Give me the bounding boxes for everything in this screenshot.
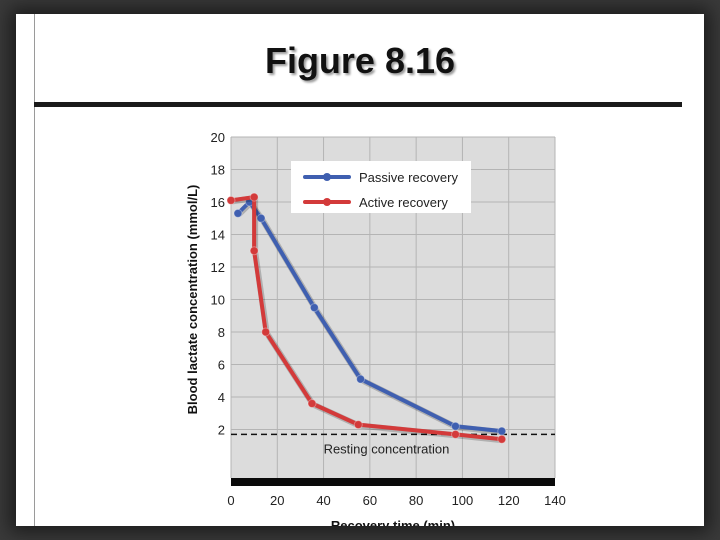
x-tick-label: 120 — [498, 493, 520, 508]
y-tick-label: 10 — [211, 293, 225, 308]
x-tick-label: 40 — [316, 493, 330, 508]
y-tick-label: 14 — [211, 228, 225, 243]
data-point-active-recovery — [249, 192, 259, 202]
data-point-active-recovery — [226, 195, 236, 205]
legend-box — [291, 161, 471, 213]
data-point-passive-recovery — [233, 208, 243, 218]
legend-label-active-recovery: Active recovery — [359, 195, 448, 210]
x-tick-label: 0 — [227, 493, 234, 508]
y-tick-label: 2 — [218, 423, 225, 438]
y-tick-label: 6 — [218, 358, 225, 373]
data-point-active-recovery — [497, 434, 507, 444]
y-tick-label: 16 — [211, 195, 225, 210]
x-tick-label: 60 — [363, 493, 377, 508]
series-layer — [226, 192, 507, 444]
data-point-passive-recovery — [450, 421, 460, 431]
legend-marker-passive-recovery — [323, 173, 331, 181]
y-tick-label: 12 — [211, 260, 225, 275]
y-tick-labels: 2 4 6 8 10 12 14 16 18 20 — [211, 130, 225, 438]
x-tick-labels: 0 20 40 60 80 100 120 140 — [227, 493, 565, 508]
y-tick-label: 4 — [218, 390, 225, 405]
x-axis-label: Recovery time (min) — [331, 518, 455, 526]
data-point-passive-recovery — [497, 426, 507, 436]
y-tick-label: 18 — [211, 163, 225, 178]
x-axis-band — [231, 478, 555, 486]
series-line-active-recovery — [229, 195, 504, 442]
data-point-active-recovery — [249, 246, 259, 256]
x-tick-label: 80 — [409, 493, 423, 508]
data-point-active-recovery — [307, 399, 317, 408]
y-tick-label: 8 — [218, 325, 225, 340]
page-title: Figure 8.16 — [264, 40, 456, 81]
title-underline — [34, 102, 682, 107]
y-tick-label: 20 — [211, 130, 225, 145]
x-tick-label: 140 — [544, 493, 566, 508]
resting-concentration-label: Resting concentration — [324, 441, 450, 456]
data-point-active-recovery — [261, 327, 271, 337]
x-tick-label: 100 — [452, 493, 474, 508]
y-axis-label: Blood lactate concentration (mmol/L) — [185, 185, 200, 415]
data-point-active-recovery — [450, 429, 460, 439]
data-point-passive-recovery — [309, 303, 319, 313]
legend-label-passive-recovery: Passive recovery — [359, 170, 458, 185]
data-point-active-recovery — [353, 420, 363, 430]
x-tick-label: 20 — [270, 493, 284, 508]
legend: Passive recovery Active recovery — [291, 161, 471, 213]
lactate-chart: Resting concentration 2 4 6 8 10 12 14 16 18 20 0… — [185, 130, 566, 526]
data-point-passive-recovery — [356, 374, 366, 384]
legend-marker-active-recovery — [323, 198, 331, 206]
data-point-passive-recovery — [256, 213, 266, 223]
left-border-line — [34, 14, 35, 526]
slide: Figure 8.16 Resting concentration 2 4 6 8 10… — [16, 14, 704, 526]
